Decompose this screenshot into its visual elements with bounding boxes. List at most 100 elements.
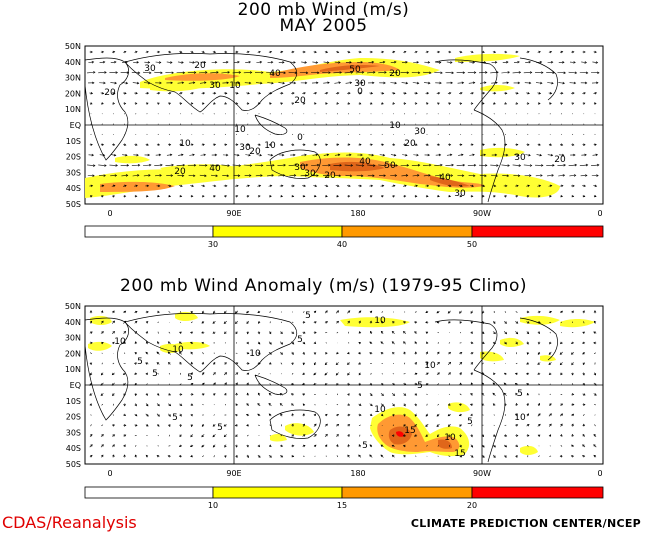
- wind-arrow: [110, 60, 117, 64]
- wind-arrow: [223, 424, 227, 427]
- wind-arrow: [123, 423, 127, 427]
- wind-arrow: [501, 164, 510, 167]
- wind-arrow: [526, 413, 530, 417]
- wind-arrow: [514, 372, 518, 376]
- wind-arrow: [145, 50, 149, 54]
- wind-arrow: [470, 184, 474, 188]
- wind-arrow: [190, 331, 193, 334]
- wind-arrow: [288, 163, 298, 167]
- wind-arrow: [176, 163, 186, 167]
- wind-arrow: [448, 50, 452, 54]
- wind-arrow: [222, 153, 229, 157]
- wind-arrow: [89, 50, 93, 54]
- wind-arrow: [582, 362, 586, 366]
- wind-arrow: [502, 153, 509, 157]
- wind-arrow: [187, 163, 197, 167]
- wind-arrow: [235, 50, 239, 54]
- wind-arrow: [571, 433, 574, 437]
- wind-arrow: [402, 184, 407, 188]
- wind-arrow: [190, 393, 194, 396]
- wind-arrow: [378, 164, 387, 167]
- wind-arrow: [280, 321, 282, 324]
- lat-label: 30N: [65, 74, 81, 83]
- wind-arrow: [414, 311, 417, 313]
- contour-label: 10: [374, 405, 386, 415]
- wind-arrow: [101, 341, 104, 345]
- wind-arrow: [491, 153, 498, 157]
- wind-arrow: [547, 81, 554, 85]
- wind-arrow: [224, 362, 227, 365]
- wind-arrow: [379, 60, 386, 64]
- wind-arrow: [492, 454, 496, 458]
- wind-arrow: [403, 403, 406, 407]
- wind-arrow: [358, 372, 362, 376]
- wind-arrow: [188, 174, 196, 178]
- wind-arrow: [191, 113, 193, 115]
- wind-arrow: [210, 71, 219, 74]
- contour-label: 50: [349, 65, 361, 75]
- wind-arrow: [391, 341, 395, 345]
- wind-arrow: [348, 113, 350, 115]
- wind-arrow: [447, 413, 451, 417]
- wind-arrow: [156, 455, 160, 458]
- wind-arrow: [134, 413, 138, 417]
- wind-arrow: [269, 424, 271, 427]
- wind-arrow: [302, 372, 305, 376]
- wind-arrow: [537, 91, 542, 95]
- wind-arrow: [112, 143, 116, 146]
- wind-arrow: [302, 91, 306, 95]
- wind-arrow: [391, 444, 395, 448]
- wind-arrow: [593, 372, 597, 376]
- wind-arrow: [325, 102, 328, 105]
- wind-arrow: [157, 310, 160, 314]
- wind-arrow: [112, 113, 114, 115]
- wind-arrow: [391, 91, 396, 95]
- wind-arrow: [112, 341, 115, 345]
- wind-arrow: [503, 372, 507, 376]
- wind-arrow: [369, 102, 373, 105]
- wind-arrow: [358, 444, 362, 448]
- wind-arrow: [548, 184, 553, 188]
- wind-arrow: [268, 50, 273, 54]
- wind-arrow: [404, 362, 406, 365]
- wind-arrow: [100, 393, 104, 396]
- wind-arrow: [243, 164, 253, 167]
- wind-arrow: [560, 102, 563, 105]
- wind-arrow: [269, 123, 271, 125]
- wind-arrow: [425, 423, 429, 427]
- wind-arrow: [459, 455, 463, 458]
- wind-arrow: [501, 71, 510, 74]
- panel2-colorbar: [84, 486, 604, 499]
- lat-label: EQ: [70, 381, 81, 390]
- wind-arrow: [436, 361, 440, 365]
- colorbar-tick-label: 50: [467, 240, 477, 249]
- wind-arrow: [234, 184, 239, 188]
- contour-label: 30: [514, 153, 526, 163]
- wind-arrow: [469, 153, 475, 157]
- wind-arrow: [581, 341, 586, 345]
- wind-arrow: [379, 174, 386, 177]
- wind-arrow: [269, 113, 271, 115]
- wind-arrow: [414, 184, 418, 188]
- wind-arrow: [538, 123, 540, 125]
- wind-arrow: [456, 163, 466, 167]
- wind-arrow: [212, 143, 217, 147]
- wind-arrow: [380, 413, 384, 417]
- wind-arrow: [347, 403, 351, 406]
- wind-arrow: [467, 163, 477, 167]
- footer-source-label: CDAS/Reanalysis: [2, 513, 137, 532]
- wind-arrow: [143, 174, 151, 177]
- wind-arrow: [201, 331, 205, 334]
- wind-arrow: [212, 434, 216, 438]
- wind-arrow: [515, 195, 519, 198]
- wind-arrow: [425, 372, 429, 375]
- wind-arrow: [280, 194, 284, 198]
- wind-arrow: [280, 434, 283, 437]
- wind-arrow: [435, 174, 442, 177]
- wind-arrow: [459, 372, 462, 376]
- footer-center-label: CLIMATE PREDICTION CENTER/NCEP: [410, 517, 641, 530]
- wind-arrow: [379, 153, 386, 157]
- wind-arrow: [234, 310, 239, 314]
- wind-arrow: [568, 163, 578, 167]
- wind-arrow: [368, 153, 375, 157]
